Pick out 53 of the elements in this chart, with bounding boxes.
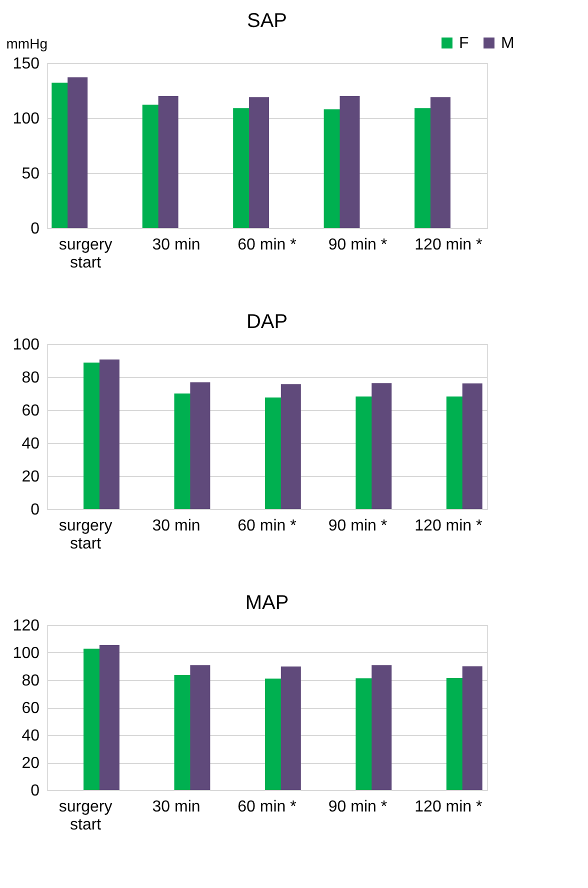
x-tick-label: surgery start xyxy=(58,236,112,272)
chart-title: DAP xyxy=(246,311,288,333)
x-tick-label: 60 min * xyxy=(238,236,296,254)
y-axis-title: mmHg xyxy=(6,36,48,52)
legend-label: F xyxy=(459,35,469,52)
y-tick-label: 100 xyxy=(12,110,40,128)
y-tick-label: 20 xyxy=(22,755,40,772)
bar xyxy=(99,644,120,790)
y-tick-label: 60 xyxy=(22,402,40,420)
bar xyxy=(430,97,450,228)
y-tick-label: 80 xyxy=(22,672,40,690)
bar xyxy=(249,97,270,228)
x-tick-label: 120 min * xyxy=(414,798,482,816)
x-tick-label: 30 min xyxy=(152,518,200,534)
y-tick-label: 120 xyxy=(12,618,40,634)
x-tick-label: 60 min * xyxy=(238,798,296,816)
bar xyxy=(340,96,360,228)
bar xyxy=(158,96,178,228)
y-tick-label: 20 xyxy=(22,468,40,486)
x-tick-label: 90 min * xyxy=(328,798,388,816)
legend-label: M xyxy=(501,35,514,52)
bar xyxy=(280,666,301,790)
y-tick-label: 0 xyxy=(30,782,40,800)
bar xyxy=(190,665,210,790)
y-tick-label: 150 xyxy=(12,56,40,72)
x-tick-label: 30 min xyxy=(152,236,200,254)
x-tick-label: 90 min * xyxy=(328,518,388,534)
bar xyxy=(372,665,392,790)
x-tick-label: surgery start xyxy=(58,798,112,834)
bar xyxy=(99,360,120,509)
chart-title: MAP xyxy=(245,592,289,614)
y-tick-label: 0 xyxy=(30,502,40,518)
y-tick-label: 100 xyxy=(12,336,40,354)
bar xyxy=(68,77,88,228)
bar xyxy=(462,383,482,509)
x-tick-label: 120 min * xyxy=(414,518,482,534)
x-tick-label: 120 min * xyxy=(414,236,482,254)
bar xyxy=(190,382,210,509)
y-tick-label: 50 xyxy=(22,166,40,182)
y-tick-label: 60 xyxy=(22,700,40,717)
y-tick-label: 100 xyxy=(12,645,40,662)
bar xyxy=(372,383,392,509)
bar xyxy=(462,666,482,790)
x-tick-label: 30 min xyxy=(152,798,200,816)
chart-title: SAP xyxy=(246,10,288,32)
y-tick-label: 40 xyxy=(22,728,40,744)
x-tick-label: surgery start xyxy=(58,518,112,552)
bar xyxy=(280,384,301,509)
y-tick-label: 40 xyxy=(22,436,40,452)
x-tick-label: 60 min * xyxy=(238,518,296,534)
y-tick-label: 80 xyxy=(22,370,40,386)
y-tick-label: 0 xyxy=(30,220,40,238)
x-tick-label: 90 min * xyxy=(328,236,388,254)
